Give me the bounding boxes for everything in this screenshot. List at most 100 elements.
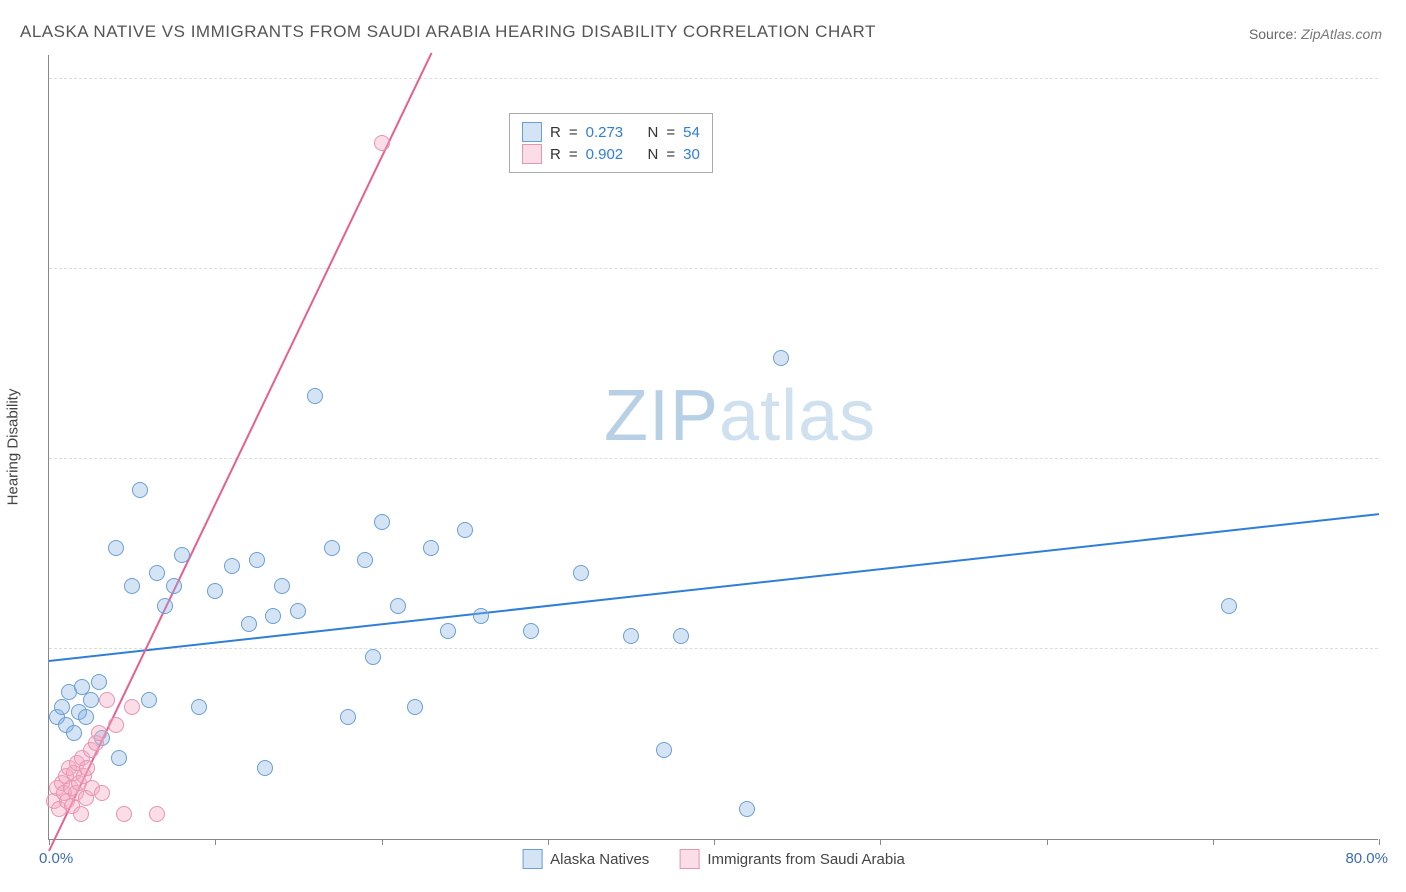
eq-0b: =: [666, 124, 675, 141]
x-tick: [382, 839, 383, 845]
y-tick-label: 30.0%: [1388, 71, 1406, 88]
correlation-legend: R = 0.273 N = 54 R = 0.902 N = 30: [509, 113, 713, 173]
n-value-0: 54: [683, 124, 700, 141]
y-tick-label: 7.5%: [1388, 641, 1406, 658]
source-label: Source:: [1249, 26, 1297, 42]
legend-bottom-swatch-1: [679, 849, 699, 869]
legend-row-0: R = 0.273 N = 54: [522, 122, 700, 142]
r-value-0: 0.273: [586, 124, 624, 141]
data-point: [340, 709, 356, 725]
n-label-1: N: [648, 146, 659, 163]
legend-row-1: R = 0.902 N = 30: [522, 144, 700, 164]
x-tick: [1213, 839, 1214, 845]
gridline: [49, 78, 1378, 79]
data-point: [132, 482, 148, 498]
legend-swatch-0: [522, 122, 542, 142]
data-point: [265, 608, 281, 624]
data-point: [1221, 598, 1237, 614]
data-point: [79, 760, 95, 776]
chart-title: ALASKA NATIVE VS IMMIGRANTS FROM SAUDI A…: [20, 22, 876, 42]
legend-bottom-label-1: Immigrants from Saudi Arabia: [707, 851, 905, 868]
data-point: [207, 583, 223, 599]
gridline: [49, 268, 1378, 269]
data-point: [66, 725, 82, 741]
data-point: [73, 806, 89, 822]
watermark-atlas: atlas: [719, 376, 876, 456]
data-point: [166, 578, 182, 594]
data-point: [573, 565, 589, 581]
y-tick-label: 15.0%: [1388, 451, 1406, 468]
data-point: [440, 623, 456, 639]
x-tick: [215, 839, 216, 845]
r-value-1: 0.902: [586, 146, 624, 163]
data-point: [249, 552, 265, 568]
regression-line-0: [49, 513, 1379, 662]
data-point: [149, 806, 165, 822]
legend-item-0: Alaska Natives: [522, 849, 649, 869]
data-point: [54, 699, 70, 715]
data-point: [673, 628, 689, 644]
legend-item-1: Immigrants from Saudi Arabia: [679, 849, 905, 869]
data-point: [473, 608, 489, 624]
series-legend: Alaska Natives Immigrants from Saudi Ara…: [522, 849, 905, 869]
y-tick-label: 22.5%: [1388, 261, 1406, 278]
data-point: [99, 692, 115, 708]
data-point: [141, 692, 157, 708]
data-point: [290, 603, 306, 619]
data-point: [773, 350, 789, 366]
data-point: [623, 628, 639, 644]
data-point: [257, 760, 273, 776]
y-axis-title: Hearing Disability: [5, 389, 22, 506]
eq-0: =: [569, 124, 578, 141]
data-point: [91, 674, 107, 690]
source-value: ZipAtlas.com: [1301, 26, 1382, 42]
data-point: [191, 699, 207, 715]
x-tick: [1379, 839, 1380, 845]
gridline: [49, 648, 1378, 649]
data-point: [374, 514, 390, 530]
legend-bottom-swatch-0: [522, 849, 542, 869]
eq-1: =: [569, 146, 578, 163]
n-value-1: 30: [683, 146, 700, 163]
legend-swatch-1: [522, 144, 542, 164]
x-tick: [880, 839, 881, 845]
data-point: [94, 785, 110, 801]
data-point: [157, 598, 173, 614]
data-point: [108, 717, 124, 733]
data-point: [149, 565, 165, 581]
source-attribution: Source: ZipAtlas.com: [1249, 26, 1382, 42]
data-point: [174, 547, 190, 563]
r-label-0: R: [550, 124, 561, 141]
x-axis-min-label: 0.0%: [39, 850, 73, 867]
data-point: [91, 725, 107, 741]
data-point: [365, 649, 381, 665]
legend-bottom-label-0: Alaska Natives: [550, 851, 649, 868]
eq-1b: =: [666, 146, 675, 163]
data-point: [523, 623, 539, 639]
gridline: [49, 458, 1378, 459]
x-tick: [548, 839, 549, 845]
data-point: [324, 540, 340, 556]
data-point: [224, 558, 240, 574]
data-point: [357, 552, 373, 568]
data-point: [274, 578, 290, 594]
data-point: [111, 750, 127, 766]
watermark-zip: ZIP: [604, 376, 719, 456]
data-point: [83, 692, 99, 708]
data-point: [656, 742, 672, 758]
x-tick: [714, 839, 715, 845]
x-tick: [1047, 839, 1048, 845]
data-point: [374, 135, 390, 151]
data-point: [423, 540, 439, 556]
data-point: [124, 578, 140, 594]
r-label-1: R: [550, 146, 561, 163]
data-point: [407, 699, 423, 715]
n-label-0: N: [648, 124, 659, 141]
data-point: [116, 806, 132, 822]
data-point: [457, 522, 473, 538]
data-point: [739, 801, 755, 817]
scatter-plot-area: ZIPatlas Hearing Disability 0.0% 80.0% R…: [48, 55, 1378, 840]
data-point: [241, 616, 257, 632]
data-point: [390, 598, 406, 614]
data-point: [78, 709, 94, 725]
